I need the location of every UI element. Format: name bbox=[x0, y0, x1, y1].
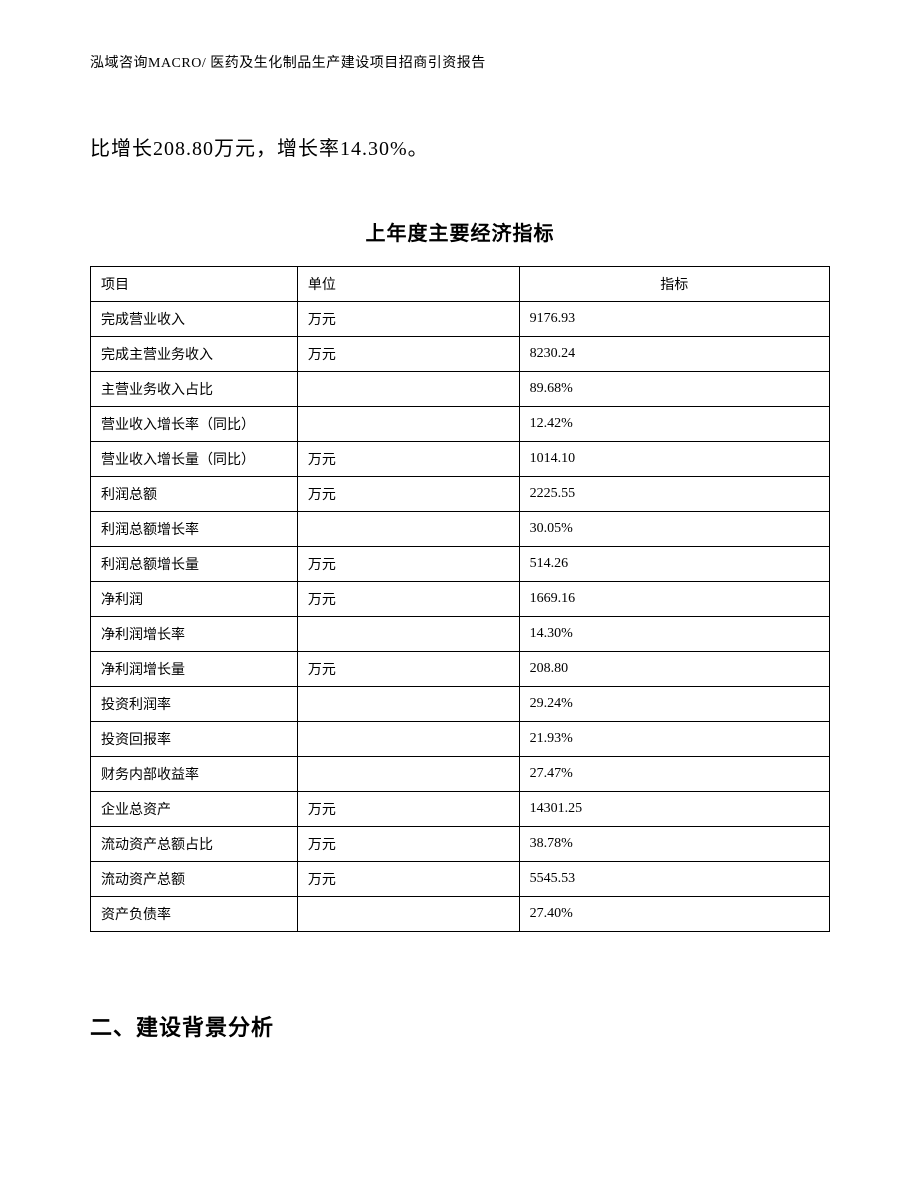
table-cell: 营业收入增长量（同比） bbox=[91, 442, 298, 477]
table-cell: 27.47% bbox=[519, 757, 829, 792]
table-cell: 27.40% bbox=[519, 897, 829, 932]
table-cell: 89.68% bbox=[519, 372, 829, 407]
table-row: 主营业务收入占比 89.68% bbox=[91, 372, 830, 407]
table-cell: 净利润增长量 bbox=[91, 652, 298, 687]
table-cell: 万元 bbox=[297, 862, 519, 897]
table-row: 完成主营业务收入万元8230.24 bbox=[91, 337, 830, 372]
table-cell: 万元 bbox=[297, 792, 519, 827]
table-cell: 21.93% bbox=[519, 722, 829, 757]
table-cell: 投资回报率 bbox=[91, 722, 298, 757]
table-row: 营业收入增长率（同比） 12.42% bbox=[91, 407, 830, 442]
table-cell: 流动资产总额 bbox=[91, 862, 298, 897]
col-header-item: 项目 bbox=[91, 267, 298, 302]
table-row: 利润总额万元2225.55 bbox=[91, 477, 830, 512]
table-body: 完成营业收入万元9176.93完成主营业务收入万元8230.24主营业务收入占比… bbox=[91, 302, 830, 932]
table-row: 完成营业收入万元9176.93 bbox=[91, 302, 830, 337]
table-cell bbox=[297, 372, 519, 407]
table-cell: 2225.55 bbox=[519, 477, 829, 512]
table-cell bbox=[297, 722, 519, 757]
table-title: 上年度主要经济指标 bbox=[90, 217, 830, 246]
table-cell: 万元 bbox=[297, 547, 519, 582]
table-row: 投资回报率 21.93% bbox=[91, 722, 830, 757]
table-row: 净利润增长量万元208.80 bbox=[91, 652, 830, 687]
table-cell: 利润总额增长量 bbox=[91, 547, 298, 582]
table-row: 利润总额增长率 30.05% bbox=[91, 512, 830, 547]
col-header-indicator: 指标 bbox=[519, 267, 829, 302]
table-cell: 万元 bbox=[297, 442, 519, 477]
table-cell: 12.42% bbox=[519, 407, 829, 442]
economic-indicators-table: 项目 单位 指标 完成营业收入万元9176.93完成主营业务收入万元8230.2… bbox=[90, 266, 830, 932]
table-cell: 208.80 bbox=[519, 652, 829, 687]
table-cell: 14.30% bbox=[519, 617, 829, 652]
table-cell: 万元 bbox=[297, 302, 519, 337]
table-cell: 万元 bbox=[297, 582, 519, 617]
section-heading: 二、建设背景分析 bbox=[90, 1010, 830, 1042]
table-cell bbox=[297, 897, 519, 932]
table-cell: 1014.10 bbox=[519, 442, 829, 477]
table-cell: 29.24% bbox=[519, 687, 829, 722]
table-row: 资产负债率 27.40% bbox=[91, 897, 830, 932]
table-row: 投资利润率 29.24% bbox=[91, 687, 830, 722]
table-cell: 净利润增长率 bbox=[91, 617, 298, 652]
table-row: 流动资产总额万元5545.53 bbox=[91, 862, 830, 897]
table-row: 净利润万元1669.16 bbox=[91, 582, 830, 617]
table-cell: 14301.25 bbox=[519, 792, 829, 827]
table-cell bbox=[297, 617, 519, 652]
table-cell: 完成主营业务收入 bbox=[91, 337, 298, 372]
table-cell: 514.26 bbox=[519, 547, 829, 582]
table-cell: 利润总额 bbox=[91, 477, 298, 512]
col-header-unit: 单位 bbox=[297, 267, 519, 302]
table-cell: 30.05% bbox=[519, 512, 829, 547]
table-cell: 1669.16 bbox=[519, 582, 829, 617]
table-cell: 净利润 bbox=[91, 582, 298, 617]
table-cell: 万元 bbox=[297, 477, 519, 512]
table-row: 净利润增长率 14.30% bbox=[91, 617, 830, 652]
table-cell: 万元 bbox=[297, 652, 519, 687]
table-cell: 资产负债率 bbox=[91, 897, 298, 932]
table-cell bbox=[297, 512, 519, 547]
table-cell: 财务内部收益率 bbox=[91, 757, 298, 792]
table-cell bbox=[297, 757, 519, 792]
table-cell bbox=[297, 407, 519, 442]
table-row: 营业收入增长量（同比）万元1014.10 bbox=[91, 442, 830, 477]
table-cell: 企业总资产 bbox=[91, 792, 298, 827]
table-row: 流动资产总额占比万元38.78% bbox=[91, 827, 830, 862]
table-header-row: 项目 单位 指标 bbox=[91, 267, 830, 302]
table-cell: 5545.53 bbox=[519, 862, 829, 897]
table-cell: 8230.24 bbox=[519, 337, 829, 372]
table-row: 财务内部收益率 27.47% bbox=[91, 757, 830, 792]
table-cell: 营业收入增长率（同比） bbox=[91, 407, 298, 442]
table-cell: 利润总额增长率 bbox=[91, 512, 298, 547]
table-cell: 38.78% bbox=[519, 827, 829, 862]
table-cell: 投资利润率 bbox=[91, 687, 298, 722]
table-cell: 万元 bbox=[297, 827, 519, 862]
page-header: 泓域咨询MACRO/ 医药及生化制品生产建设项目招商引资报告 bbox=[90, 52, 830, 72]
intro-text: 比增长208.80万元，增长率14.30%。 bbox=[90, 132, 830, 161]
table-cell: 主营业务收入占比 bbox=[91, 372, 298, 407]
table-row: 利润总额增长量万元514.26 bbox=[91, 547, 830, 582]
table-cell: 流动资产总额占比 bbox=[91, 827, 298, 862]
table-row: 企业总资产万元14301.25 bbox=[91, 792, 830, 827]
table-cell: 万元 bbox=[297, 337, 519, 372]
table-cell: 完成营业收入 bbox=[91, 302, 298, 337]
table-cell bbox=[297, 687, 519, 722]
table-cell: 9176.93 bbox=[519, 302, 829, 337]
